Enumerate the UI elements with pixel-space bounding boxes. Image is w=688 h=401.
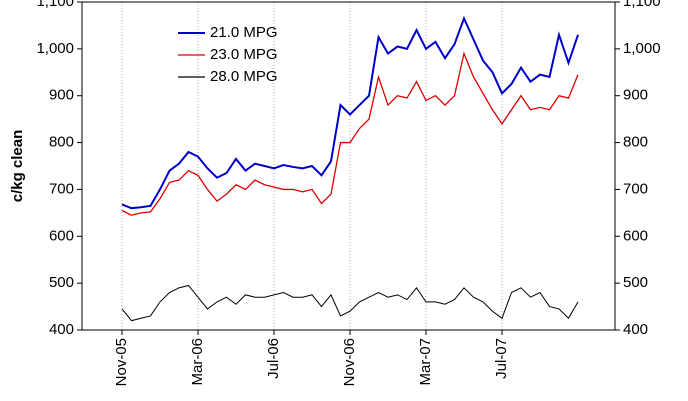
y2-tick-label: 800 (623, 134, 648, 151)
x-tick-label: Jul-07 (493, 338, 510, 379)
x-tick-label: Mar-07 (417, 338, 434, 386)
y-tick-label: 800 (49, 134, 74, 151)
legend-label: 28.0 MPG (210, 68, 278, 85)
y-axis-label: c/kg clean (9, 130, 26, 203)
y-tick-label: 1,100 (36, 0, 74, 10)
y-tick-label: 400 (49, 321, 74, 338)
y2-tick-label: 900 (623, 87, 648, 104)
y2-tick-label: 700 (623, 180, 648, 197)
x-tick-label: Nov-05 (113, 338, 130, 386)
legend-label: 21.0 MPG (210, 24, 278, 41)
x-tick-label: Jul-06 (265, 338, 282, 379)
line-series (121, 15, 579, 210)
y-tick-label: 700 (49, 180, 74, 197)
y2-tick-label: 1,000 (623, 40, 661, 57)
y-tick-label: 500 (49, 274, 74, 291)
x-tick-label: Mar-06 (189, 338, 206, 386)
line-series (121, 284, 579, 322)
y-tick-label: 900 (49, 87, 74, 104)
y2-tick-label: 1,100 (623, 0, 661, 10)
y-tick-label: 1,000 (36, 40, 74, 57)
x-tick-label: Nov-06 (341, 338, 358, 386)
line-series (121, 51, 579, 216)
y-tick-label: 600 (49, 227, 74, 244)
plot-frame (81, 1, 616, 331)
y2-tick-label: 500 (623, 274, 648, 291)
y2-tick-label: 600 (623, 227, 648, 244)
y2-tick-label: 400 (623, 321, 648, 338)
legend-label: 23.0 MPG (210, 46, 278, 63)
